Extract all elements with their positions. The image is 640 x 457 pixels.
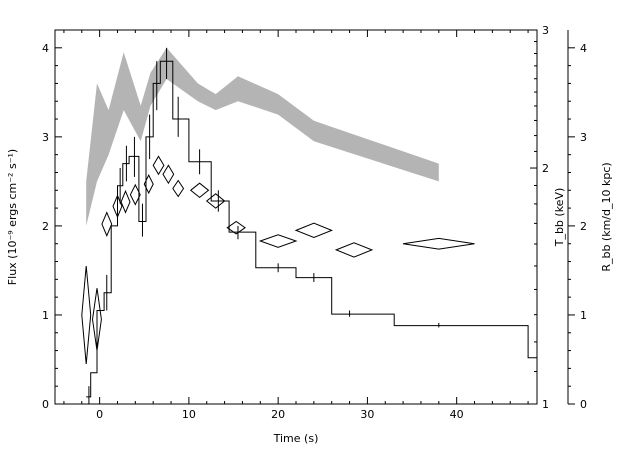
diamond-marker [205, 193, 226, 209]
y-axis-label-tbb: T_bb (keV) [553, 188, 566, 248]
rbb-tick-label: 4 [580, 42, 587, 55]
diamond-marker [294, 222, 334, 239]
flux-step-line [86, 60, 537, 398]
rbb-tick-label: 0 [580, 398, 587, 411]
shaded-band [86, 47, 439, 226]
diamond-marker [226, 220, 246, 235]
diamond-marker [403, 237, 475, 250]
diamond-marker [81, 265, 92, 364]
flux-tick-label: 1 [42, 309, 49, 322]
diamond-marker [101, 211, 113, 237]
diamond-marker [189, 182, 210, 199]
diamond-marker [334, 242, 374, 258]
diamond-marker [129, 183, 141, 206]
diamond-marker [91, 288, 102, 351]
flux-tick-label: 4 [42, 42, 49, 55]
shaded-band-layer [86, 47, 439, 226]
x-tick-label: 20 [271, 408, 285, 421]
diamond-marker [120, 189, 131, 214]
x-axis-label: Time (s) [273, 432, 319, 445]
x-tick-label: 30 [360, 408, 374, 421]
rbb-tick-label: 2 [580, 220, 587, 233]
flux-tick-label: 0 [42, 398, 49, 411]
diamond-marker [162, 164, 175, 185]
flux-histogram-layer [86, 47, 537, 404]
rbb-tick-label: 3 [580, 131, 587, 144]
diamond-marker [258, 234, 298, 248]
x-tick-label: 10 [182, 408, 196, 421]
flux-tick-label: 2 [42, 220, 49, 233]
diamond-marker [112, 194, 123, 219]
tbb-tick-label: 3 [542, 24, 549, 37]
tbb-tick-label: 1 [542, 398, 549, 411]
diamond-markers-layer [81, 155, 475, 364]
tbb-tick-label: 2 [542, 162, 549, 175]
diamond-marker [172, 179, 185, 198]
x-tick-label: 0 [96, 408, 103, 421]
diamond-marker [152, 155, 165, 176]
x-tick-label: 40 [450, 408, 464, 421]
rbb-tick-label: 1 [580, 309, 587, 322]
y-axis-label-flux: Flux (10⁻⁹ ergs cm⁻² s⁻¹) [6, 149, 19, 285]
y-axis-label-rbb: R_bb (km/d_10 kpc) [600, 162, 613, 271]
diamond-marker [143, 173, 154, 195]
flux-tick-label: 3 [42, 131, 49, 144]
